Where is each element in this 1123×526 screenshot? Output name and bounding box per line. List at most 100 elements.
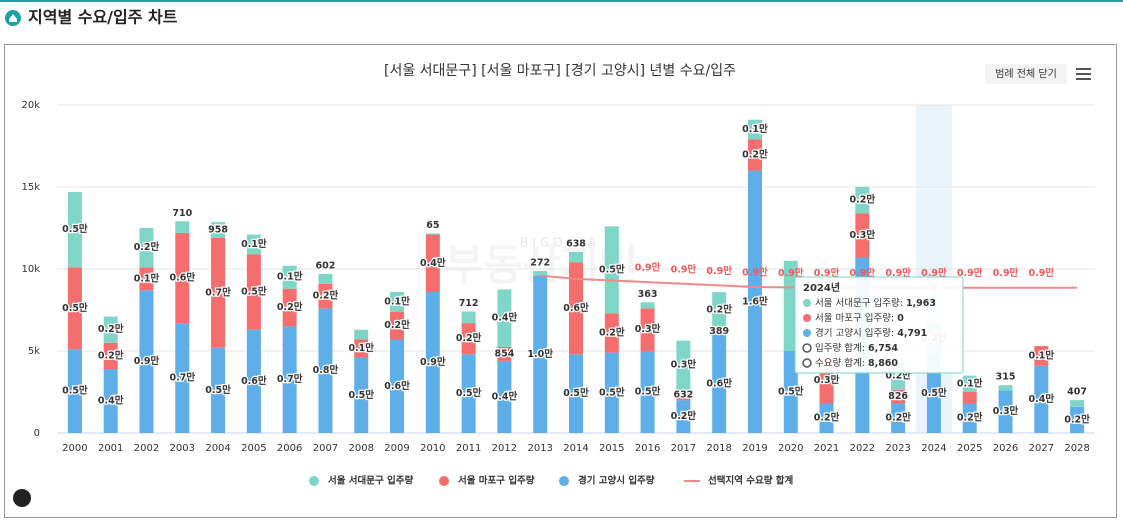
- bar-segment: [103, 316, 118, 343]
- bar-segment: [569, 251, 583, 263]
- x-tick-label: 2011: [456, 443, 481, 454]
- bar-segment: [497, 289, 512, 347]
- x-tick-label: 2028: [1064, 443, 1089, 454]
- bar-value-label: 0.8만: [313, 364, 339, 376]
- bar-value-label: 0.6만: [563, 302, 589, 314]
- bar-segment: [640, 302, 655, 309]
- line-value-label: 0.9만: [742, 267, 768, 279]
- tooltip-row-value: 1,963: [906, 298, 936, 309]
- bar-value-label: 0.5만: [921, 387, 947, 399]
- bar-value-label: 0.5만: [778, 386, 804, 398]
- legend-label: 서울 서대문구 입주량: [328, 475, 414, 487]
- bar-segment: [390, 311, 405, 340]
- bar-segment: [712, 292, 727, 329]
- bar-segment: [175, 323, 190, 433]
- bar-value-label: 0.2만: [599, 326, 625, 338]
- bar-segment: [962, 375, 977, 392]
- bar-segment: [461, 354, 476, 433]
- x-tick-label: 2002: [134, 443, 159, 454]
- tooltip-row-label: 입주량 합계: [815, 342, 862, 354]
- bar-segment: [175, 221, 190, 233]
- tooltip-row-label: 경기 고양시 입주량: [815, 327, 891, 339]
- bar-value-label: 0.1만: [1029, 349, 1055, 361]
- tooltip-row-label: 서울 서대문구 입주량: [815, 297, 900, 309]
- bar-segment: [855, 213, 870, 258]
- bar-value-label: 0.2만: [671, 410, 697, 422]
- bar-segment: [354, 357, 369, 433]
- bar-value-label: 0.2만: [742, 149, 768, 161]
- line-value-label: 0.9만: [993, 267, 1019, 279]
- bar-segment: [569, 354, 583, 433]
- bar-segment: [425, 234, 440, 292]
- bar-segment: [390, 339, 405, 433]
- y-tick-label: 0: [34, 428, 40, 439]
- tooltip-row-label: 수요량 합계: [815, 357, 862, 369]
- line-value-label: 0.9만: [921, 267, 947, 279]
- bar-segment: [246, 234, 261, 255]
- top-border: [0, 0, 1123, 2]
- line-value-label: 0.9만: [814, 267, 840, 279]
- x-tick-label: 2001: [98, 443, 123, 454]
- x-tick-label: 2026: [993, 443, 1018, 454]
- bar-value-label: 0.2만: [98, 323, 124, 335]
- bar-value-label: 854: [494, 348, 514, 359]
- bar-segment: [282, 326, 297, 433]
- line-value-label: 0.9만: [885, 267, 911, 279]
- bar-segment: [103, 369, 118, 433]
- bar-segment: [926, 354, 941, 433]
- bar-value-label: 0.3만: [814, 374, 840, 386]
- bar-segment: [1034, 365, 1049, 433]
- tooltip-row-value: 4,791: [897, 328, 927, 339]
- bar-segment: [425, 233, 440, 235]
- bar-value-label: 0.6만: [384, 380, 410, 392]
- bar-value-label: 65: [426, 220, 439, 231]
- bar-value-label: 0.1만: [277, 271, 303, 283]
- bar-segment: [891, 389, 906, 404]
- tooltip-dot: [803, 299, 811, 307]
- bar-value-label: 0.7만: [205, 286, 231, 298]
- bar-value-label: 0.6만: [169, 272, 195, 284]
- x-tick-label: 2020: [778, 443, 803, 454]
- bar-value-label: 0.2만: [850, 194, 876, 206]
- x-tick-label: 2015: [599, 443, 624, 454]
- bar-value-label: 0.5만: [62, 302, 88, 314]
- bar-value-label: 0.3만: [850, 229, 876, 241]
- menu-icon[interactable]: [1076, 68, 1091, 80]
- bar-segment: [354, 339, 369, 358]
- bar-value-label: 0.2만: [957, 412, 983, 424]
- x-tick-label: 2014: [563, 443, 588, 454]
- x-tick-label: 2003: [170, 443, 195, 454]
- bar-value-label: 0.6만: [241, 375, 267, 387]
- legend-label: 서울 마포구 입주량: [458, 475, 535, 487]
- bar-segment: [1070, 406, 1085, 433]
- bar-value-label: 0.5만: [62, 223, 88, 235]
- tooltip-row: 서울 서대문구 입주량: 1,963: [815, 297, 936, 309]
- bar-value-label: 0.4만: [420, 257, 446, 269]
- bar-segment: [211, 222, 226, 238]
- tooltip-ring: [802, 343, 812, 353]
- bar-segment: [246, 329, 261, 433]
- bar-segment: [67, 267, 82, 350]
- bar-segment: [1034, 346, 1049, 366]
- bar-segment: [569, 262, 583, 355]
- bar-value-label: 712: [459, 298, 479, 309]
- header-title: 지역별 수요/입주 차트: [28, 8, 178, 27]
- line-value-label: 0.9만: [706, 265, 732, 277]
- y-tick-label: 20k: [21, 100, 40, 111]
- bar-segment: [747, 119, 762, 140]
- bar-value-label: 0.4만: [1029, 393, 1055, 405]
- bar-value-label: 0.5만: [456, 387, 482, 399]
- line-value-label: 0.9만: [671, 263, 697, 275]
- bar-value-label: 0.1만: [742, 123, 768, 135]
- logo: [13, 489, 31, 507]
- x-tick-label: 2009: [384, 443, 409, 454]
- tooltip-row: 서울 마포구 입주량: 0: [815, 312, 904, 324]
- bar-value-label: 632: [673, 390, 693, 401]
- bar-segment: [211, 347, 226, 433]
- bar-segment: [855, 187, 870, 214]
- legend-toggle-button[interactable]: [985, 64, 1067, 84]
- line-value-label: 0.9만: [635, 262, 661, 274]
- bar-value-label: 0.9만: [420, 356, 446, 368]
- bar-value-label: 0.5만: [599, 386, 625, 398]
